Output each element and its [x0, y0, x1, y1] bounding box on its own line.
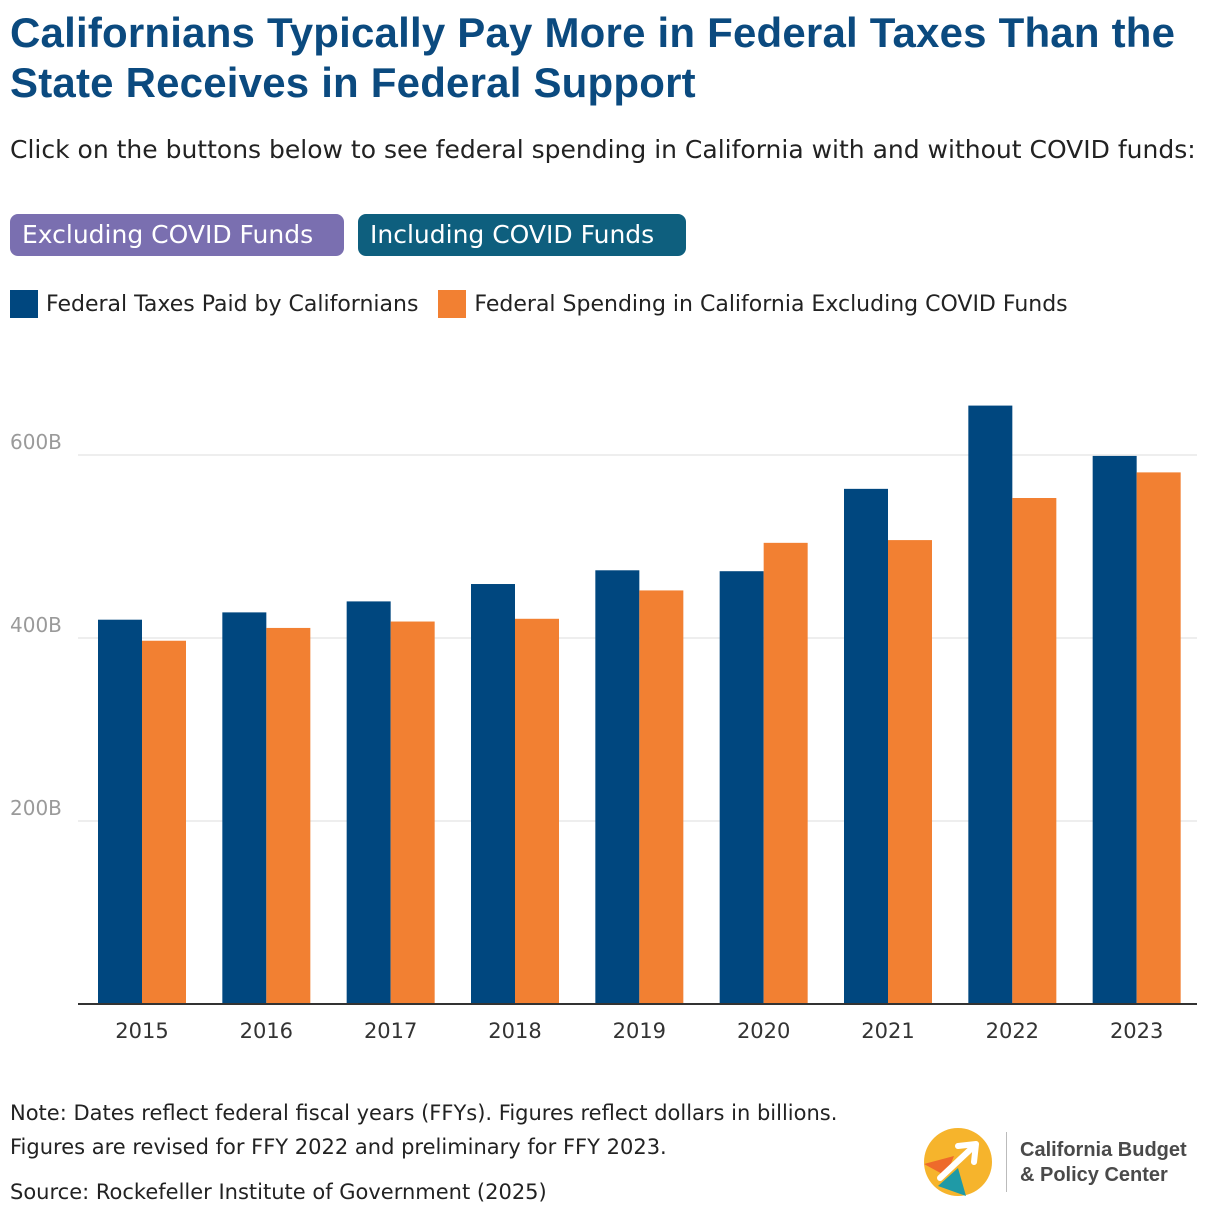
logo-line-2: & Policy Center — [1020, 1164, 1168, 1186]
bar-spending-2020 — [763, 542, 808, 1004]
note-line-1: Note: Dates reflect federal fiscal years… — [10, 1101, 838, 1125]
including-covid-button[interactable]: Including COVID Funds — [358, 214, 686, 256]
logo-text: California Budget & Policy Center — [1020, 1138, 1187, 1188]
excluding-covid-button[interactable]: Excluding COVID Funds — [10, 214, 344, 256]
x-tick-label: 2018 — [488, 1019, 541, 1043]
x-tick-label: 2022 — [986, 1019, 1039, 1043]
bar-taxes-2018 — [471, 584, 515, 1004]
bar-spending-2021 — [888, 540, 932, 1004]
bar-chart: 200B 400B 600B 2015 2016 2017 2018 2019 2020 2021… — [10, 405, 1197, 1043]
chart-note: Note: Dates reflect federal fiscal years… — [10, 1096, 910, 1164]
legend-swatch-spending — [438, 290, 467, 318]
x-tick-label: 2020 — [737, 1019, 790, 1043]
bar-taxes-2023 — [1092, 455, 1137, 1004]
x-tick-label: 2019 — [613, 1019, 666, 1043]
chart-subtitle: Click on the buttons below to see federa… — [10, 135, 1196, 164]
legend-swatch-taxes — [10, 290, 38, 318]
bar-spending-2018 — [515, 618, 559, 1004]
legend-item-taxes[interactable]: Federal Taxes Paid by Californians — [10, 290, 418, 318]
legend-label-spending: Federal Spending in California Excluding… — [474, 291, 1068, 317]
x-tick-label: 2016 — [240, 1019, 293, 1043]
bar-spending-2023 — [1136, 472, 1181, 1004]
bar-spending-2022 — [1012, 498, 1057, 1004]
bar-taxes-2022 — [968, 405, 1013, 1005]
y-tick-label: 600B — [10, 430, 62, 454]
bar-spending-2016 — [266, 627, 311, 1004]
logo-divider — [1006, 1132, 1007, 1192]
note-line-2: Figures are revised for FFY 2022 and pre… — [10, 1135, 667, 1159]
x-tick-label: 2015 — [115, 1019, 168, 1043]
chart-title: Californians Typically Pay More in Feder… — [10, 9, 1176, 106]
chart-source: Source: Rockefeller Institute of Governm… — [10, 1180, 547, 1204]
bar-spending-2017 — [390, 621, 435, 1004]
legend-item-spending[interactable]: Federal Spending in California Excluding… — [438, 290, 1068, 318]
chart-legend: Federal Taxes Paid by Californians Feder… — [10, 288, 1088, 320]
bar-taxes-2020 — [719, 571, 764, 1004]
bar-taxes-2017 — [346, 601, 391, 1004]
x-tick-label: 2023 — [1110, 1019, 1163, 1043]
bar-spending-2019 — [639, 590, 684, 1004]
bar-taxes-2016 — [222, 612, 267, 1004]
y-tick-label: 400B — [10, 613, 62, 637]
bar-spending-2015 — [142, 640, 186, 1004]
logo-mark-icon — [924, 1128, 992, 1196]
logo-line-1: California Budget — [1020, 1139, 1187, 1161]
legend-label-taxes: Federal Taxes Paid by Californians — [46, 291, 419, 317]
y-tick-label: 200B — [10, 796, 62, 820]
bar-taxes-2015 — [98, 619, 142, 1004]
bar-taxes-2021 — [844, 488, 888, 1004]
bar-taxes-2019 — [595, 570, 640, 1004]
x-tick-label: 2017 — [364, 1019, 417, 1043]
x-tick-label: 2021 — [861, 1019, 914, 1043]
organization-logo: California Budget & Policy Center — [918, 1124, 1208, 1200]
